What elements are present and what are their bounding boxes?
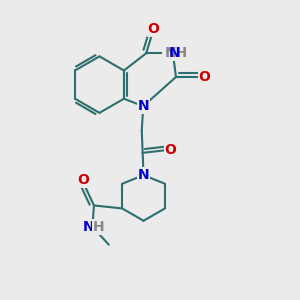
Text: H: H bbox=[93, 220, 104, 234]
Text: O: O bbox=[198, 70, 210, 84]
Text: N: N bbox=[169, 46, 180, 60]
Text: N: N bbox=[83, 220, 95, 234]
Text: N: N bbox=[169, 45, 180, 59]
Text: NH: NH bbox=[165, 46, 188, 60]
Text: O: O bbox=[164, 143, 176, 157]
Text: N: N bbox=[138, 168, 149, 182]
Text: N: N bbox=[137, 99, 149, 113]
Text: O: O bbox=[148, 22, 160, 36]
Text: NH: NH bbox=[163, 45, 186, 59]
Text: O: O bbox=[78, 173, 89, 187]
